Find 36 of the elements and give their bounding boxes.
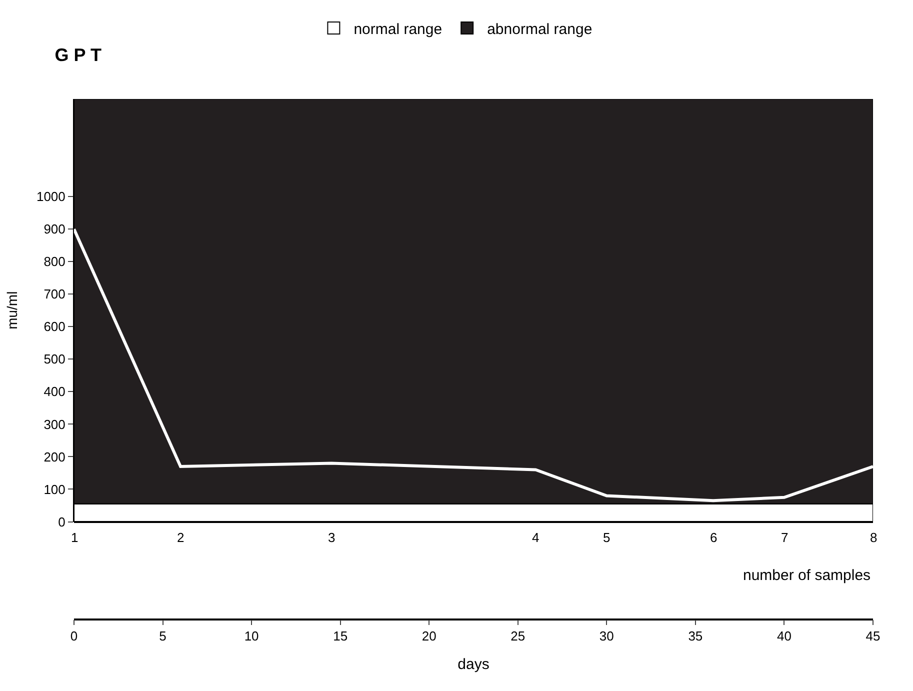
y-tick-label: 600 [44,319,66,334]
legend-label: abnormal range [487,20,592,38]
x-tick-label: 35 [688,628,703,644]
x-tick-label: 25 [510,628,526,644]
y-tick-label: 400 [44,384,66,400]
x-tick-label: 10 [244,628,259,644]
x-tick-label: 30 [599,628,614,644]
y-tick-label: 700 [44,286,66,302]
text: 1 [71,530,78,545]
y-tick-label: 0 [58,514,66,530]
text: 6 [710,530,718,545]
x-tick-label: 40 [776,628,792,644]
y-tick-label: 300 [44,416,66,432]
text: 2 [177,530,184,545]
y-tick-label: 500 [44,352,66,367]
text: 4 [532,530,540,545]
y-tick-label: 100 [44,482,66,497]
x-tick-label: 20 [422,628,436,644]
text: number of samples [743,567,871,584]
y-tick-label: 800 [44,254,66,270]
chart-title: G P T [54,44,102,65]
text: 8 [870,530,878,545]
x-tick-label: 45 [866,628,880,644]
x-tick-label: 5 [159,628,166,644]
legend-label: normal range [354,20,442,38]
y-tick-label: 900 [44,222,66,237]
x-axis-title: days [458,656,490,674]
text: 7 [781,530,788,545]
y-axis-title: mu/ml [4,291,20,330]
x-tick-label: 15 [333,628,348,644]
text: 5 [603,530,610,545]
text: 3 [328,530,336,545]
x-tick-label: 0 [70,628,78,644]
y-tick-label: 200 [44,449,66,464]
line-series [74,228,873,502]
y-tick-label: 1000 [36,189,66,204]
